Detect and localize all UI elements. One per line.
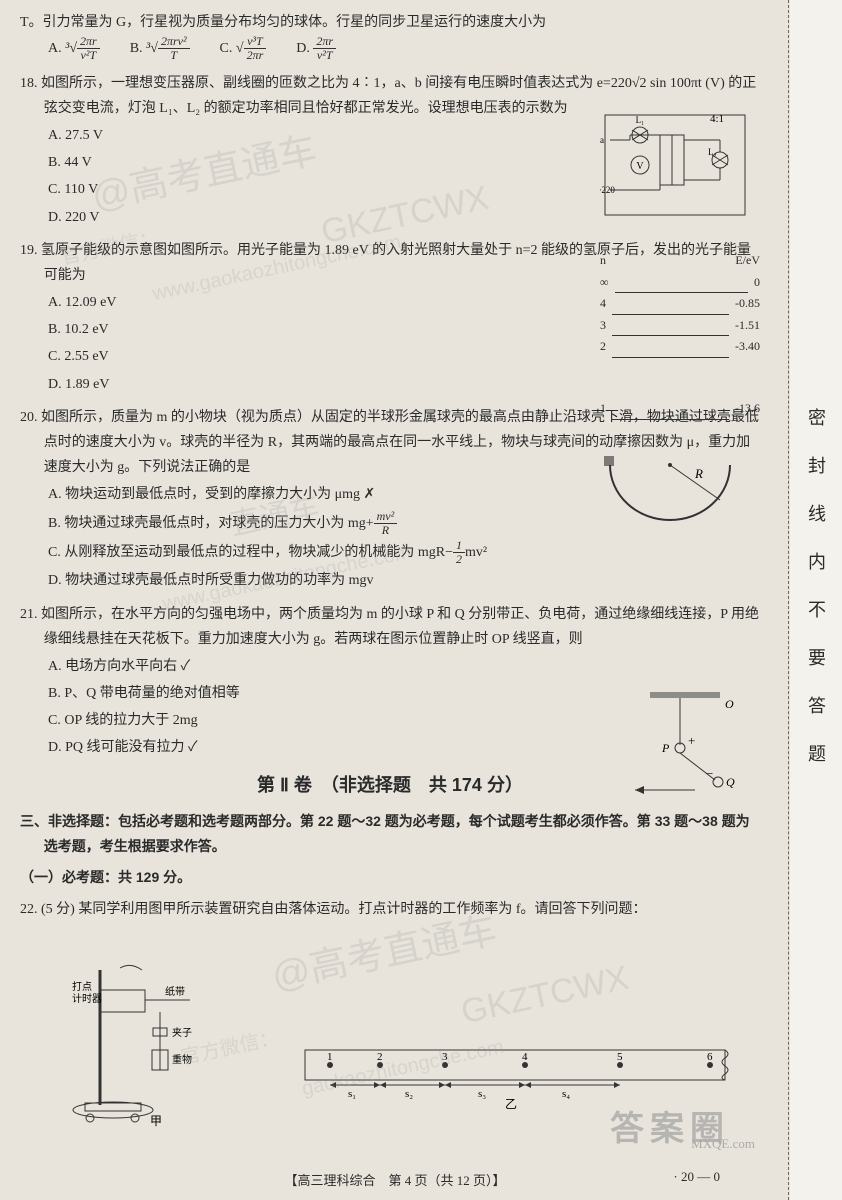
svg-text:−: − bbox=[706, 766, 713, 781]
q17-intro: T。引力常量为 G，行星视为质量分布均匀的球体。行星的同步卫星运行的速度大小为 bbox=[20, 10, 760, 35]
svg-text:纸带: 纸带 bbox=[165, 985, 185, 998]
svg-text:5: 5 bbox=[617, 1051, 623, 1063]
watermark: GKZTCWX bbox=[455, 948, 634, 1043]
svg-text:夹子: 夹子 bbox=[172, 1026, 192, 1039]
svg-text:4:1: 4:1 bbox=[710, 113, 724, 125]
opt-A: A. ³2πrv²T bbox=[48, 35, 100, 62]
fig-transformer: V L₁ L₂ 4:1 a b~220 bbox=[600, 110, 750, 220]
opt-B: B. ³2πrv²T bbox=[130, 35, 190, 62]
svg-text:L₁: L₁ bbox=[636, 115, 645, 125]
fig-apparatus: 打点计时器 纸带 夹子 重物 甲 bbox=[70, 960, 240, 1130]
svg-text:s₁: s₁ bbox=[348, 1088, 356, 1100]
svg-text:b~220: b~220 bbox=[600, 185, 615, 195]
q17-tail: T。引力常量为 G，行星视为质量分布均匀的球体。行星的同步卫星运行的速度大小为 … bbox=[20, 10, 760, 63]
opt-D: D. 物块通过球壳最低点时所受重力做功的功率为 mgv bbox=[48, 568, 760, 593]
svg-text:s₄: s₄ bbox=[562, 1088, 570, 1100]
svg-text:a: a bbox=[600, 135, 604, 145]
svg-text:6: 6 bbox=[707, 1051, 713, 1063]
svg-text:s₃: s₃ bbox=[478, 1088, 486, 1100]
svg-text:2: 2 bbox=[377, 1051, 383, 1063]
opt-C: C. v³T2πr bbox=[220, 35, 267, 62]
mxqe-url: MXQE.com bbox=[691, 1132, 755, 1155]
svg-text:s₂: s₂ bbox=[405, 1088, 413, 1100]
opt-A: A. 电场方向水平向右 ✓ bbox=[48, 654, 760, 679]
q21-text: 21. 如图所示，在水平方向的匀强电场中，两个质量均为 m 的小球 P 和 Q … bbox=[20, 602, 760, 652]
opt-C: C. 从刚释放至运动到最低点的过程中，物块减少的机械能为 mgR−12mv² bbox=[48, 539, 760, 566]
fig-energy-levels: nE/eV ∞0 4-0.85 3-1.51 2-3.40 1-13.6 bbox=[600, 250, 760, 380]
margin-text: 密封线内不要答题 bbox=[803, 408, 829, 792]
q22: 22. (5 分) 某同学利用图甲所示装置研究自由落体运动。打点计时器的工作频率… bbox=[20, 897, 760, 922]
opt-D: D. 2πrv²T bbox=[296, 35, 336, 62]
fig-hemisphere: R bbox=[600, 450, 740, 530]
svg-text:打点: 打点 bbox=[72, 980, 92, 993]
svg-text:P: P bbox=[661, 741, 670, 755]
q22-text: 22. (5 分) 某同学利用图甲所示装置研究自由落体运动。打点计时器的工作频率… bbox=[20, 897, 760, 922]
svg-text:乙: 乙 bbox=[505, 1097, 517, 1110]
instr3: 三、非选择题：包括必考题和选考题两部分。第 22 题～32 题为必考题，每个试题… bbox=[20, 809, 760, 859]
svg-text:Q: Q bbox=[726, 775, 735, 789]
fig-electric-field: O P + Q − bbox=[620, 690, 740, 800]
svg-text:1: 1 bbox=[327, 1051, 333, 1063]
q17-options: A. ³2πrv²T B. ³2πrv²T C. v³T2πr D. 2πrv²… bbox=[20, 35, 760, 62]
page-corner: · 20 — 0 bbox=[673, 1165, 720, 1188]
svg-text:+: + bbox=[688, 733, 695, 748]
svg-text:甲: 甲 bbox=[150, 1114, 162, 1128]
svg-text:3: 3 bbox=[442, 1051, 448, 1063]
svg-text:计时器: 计时器 bbox=[72, 992, 102, 1005]
svg-text:V: V bbox=[636, 161, 644, 172]
svg-text:R: R bbox=[694, 466, 703, 481]
page-footer: 【高三理科综合 第 4 页（共 12 页）】 bbox=[0, 1169, 790, 1192]
svg-text:4: 4 bbox=[522, 1051, 528, 1063]
svg-text:重物: 重物 bbox=[172, 1053, 192, 1066]
svg-text:O: O bbox=[725, 697, 734, 711]
margin-column: 密封线内不要答题 bbox=[790, 0, 842, 1200]
exam-page: T。引力常量为 G，行星视为质量分布均匀的球体。行星的同步卫星运行的速度大小为 … bbox=[0, 0, 790, 1200]
instr-sub: （一）必考题：共 129 分。 bbox=[20, 865, 760, 890]
